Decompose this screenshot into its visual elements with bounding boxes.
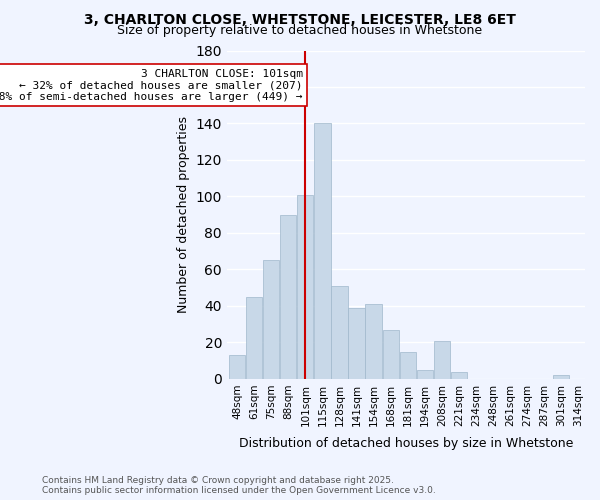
- Bar: [280, 214, 296, 379]
- Bar: [314, 124, 331, 379]
- Text: Size of property relative to detached houses in Whetstone: Size of property relative to detached ho…: [118, 24, 482, 37]
- Bar: [331, 286, 347, 379]
- Bar: [297, 194, 313, 379]
- Bar: [553, 376, 569, 379]
- Bar: [246, 297, 262, 379]
- Text: 3, CHARLTON CLOSE, WHETSTONE, LEICESTER, LE8 6ET: 3, CHARLTON CLOSE, WHETSTONE, LEICESTER,…: [84, 12, 516, 26]
- Bar: [451, 372, 467, 379]
- Text: 3 CHARLTON CLOSE: 101sqm
← 32% of detached houses are smaller (207)
68% of semi-: 3 CHARLTON CLOSE: 101sqm ← 32% of detach…: [0, 68, 303, 102]
- Bar: [416, 370, 433, 379]
- Bar: [400, 352, 416, 379]
- Bar: [349, 308, 365, 379]
- Text: Contains HM Land Registry data © Crown copyright and database right 2025.
Contai: Contains HM Land Registry data © Crown c…: [42, 476, 436, 495]
- Bar: [383, 330, 399, 379]
- X-axis label: Distribution of detached houses by size in Whetstone: Distribution of detached houses by size …: [239, 437, 573, 450]
- Bar: [263, 260, 280, 379]
- Bar: [365, 304, 382, 379]
- Bar: [434, 340, 450, 379]
- Bar: [229, 355, 245, 379]
- Y-axis label: Number of detached properties: Number of detached properties: [177, 116, 190, 313]
